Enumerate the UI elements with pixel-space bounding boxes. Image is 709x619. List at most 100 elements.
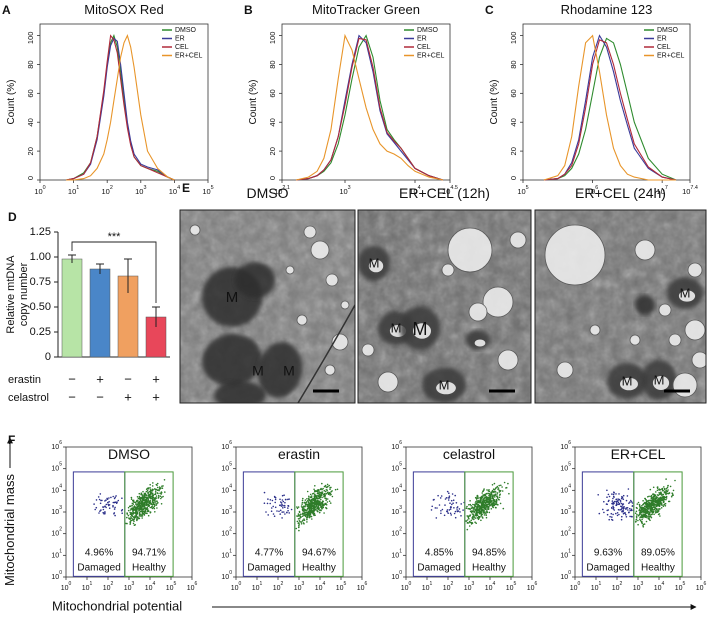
event-dot xyxy=(322,493,325,496)
event-dot xyxy=(662,499,664,501)
event-dot xyxy=(671,493,674,495)
event-dot xyxy=(474,504,476,507)
tick-label-exponent: 5 xyxy=(568,462,571,468)
event-dot xyxy=(143,502,145,505)
event-dot xyxy=(297,514,300,517)
event-dot xyxy=(311,509,313,512)
event-dot xyxy=(470,519,473,522)
event-dot xyxy=(448,492,450,495)
gate-percentage: 94.85% xyxy=(472,548,506,559)
event-dot xyxy=(314,508,317,510)
event-dot xyxy=(305,503,307,505)
tick-label-exponent: 7.4 xyxy=(690,185,698,191)
event-dot xyxy=(655,504,657,506)
event-dot xyxy=(654,507,657,510)
tick-label-exponent: 4.5 xyxy=(450,185,458,191)
event-dot xyxy=(131,518,134,520)
event-dot xyxy=(480,496,483,498)
tick-label: 101 xyxy=(82,581,93,592)
event-dot xyxy=(141,506,143,508)
event-dot xyxy=(149,506,152,509)
event-dot xyxy=(151,493,154,495)
event-dot xyxy=(618,498,621,501)
event-dot xyxy=(660,507,663,509)
mitochondrion-label: M xyxy=(413,319,428,339)
event-dot xyxy=(630,509,633,512)
tick-label-exponent: 4 xyxy=(418,185,421,191)
event-dot xyxy=(161,485,163,488)
tick-label: 107.4 xyxy=(682,185,698,196)
event-dot xyxy=(454,494,457,497)
event-dot xyxy=(474,502,477,504)
event-dot xyxy=(495,506,497,509)
tick-label: 105 xyxy=(675,581,686,592)
event-dot xyxy=(468,520,471,523)
event-dot xyxy=(136,518,138,521)
tick-label: 101 xyxy=(51,549,62,560)
event-dot xyxy=(287,498,289,501)
event-dot xyxy=(284,506,286,509)
event-dot xyxy=(654,512,657,514)
tick-label-base: 10 xyxy=(274,187,282,196)
tick-label-exponent: 1 xyxy=(429,581,432,587)
tick-label-base: 10 xyxy=(51,487,59,494)
tick-label-exponent: 0 xyxy=(43,185,46,191)
event-dot xyxy=(642,503,644,506)
vesicle xyxy=(672,372,698,398)
tick-label: 80 xyxy=(509,60,518,68)
event-dot xyxy=(644,497,646,500)
event-dot xyxy=(642,516,644,519)
vesicle xyxy=(189,224,201,236)
event-dot xyxy=(117,499,120,502)
tick-label-base: 10 xyxy=(675,585,683,592)
tick-label-base: 10 xyxy=(391,444,399,451)
tick-label: 103 xyxy=(124,581,135,592)
event-dot xyxy=(296,506,298,508)
tick-label: 100 xyxy=(26,32,35,45)
event-dot xyxy=(321,482,323,485)
event-dot xyxy=(665,489,667,492)
event-dot xyxy=(477,508,479,511)
event-dot xyxy=(146,506,148,509)
event-dot xyxy=(313,488,315,491)
event-dot xyxy=(619,509,621,511)
tick-label: 100 xyxy=(391,570,402,581)
tick-label: 104 xyxy=(145,581,156,592)
tick-label-base: 10 xyxy=(273,585,281,592)
tick-label-exponent: 1 xyxy=(598,581,601,587)
event-dot xyxy=(618,513,620,516)
tick-label: 101 xyxy=(560,549,571,560)
event-dot xyxy=(149,495,151,498)
event-dot xyxy=(645,510,647,512)
mitochondrion-label: M xyxy=(622,373,633,388)
event-dot xyxy=(483,497,486,499)
event-dot xyxy=(318,490,320,492)
event-dot xyxy=(142,508,145,510)
event-dot xyxy=(301,499,304,502)
event-dot xyxy=(136,516,138,518)
event-dot xyxy=(304,499,307,501)
event-dot xyxy=(481,504,483,507)
event-dot xyxy=(469,500,471,502)
event-dot xyxy=(448,509,451,511)
event-dot xyxy=(449,502,451,505)
event-dot xyxy=(140,515,142,518)
event-dot xyxy=(482,506,485,508)
event-dot xyxy=(331,490,333,492)
event-dot xyxy=(656,511,659,513)
event-dot xyxy=(487,497,489,499)
event-dot xyxy=(106,497,108,500)
event-dot xyxy=(639,518,641,520)
event-dot xyxy=(666,486,669,489)
event-dot xyxy=(452,499,455,502)
event-dot xyxy=(615,498,618,501)
plot-title: DMSO xyxy=(108,446,150,462)
event-dot xyxy=(488,490,491,493)
event-dot xyxy=(309,507,311,510)
event-dot xyxy=(663,503,666,506)
healthy-gate xyxy=(633,471,683,577)
image-title: DMSO xyxy=(247,185,289,201)
event-dot xyxy=(611,519,614,521)
event-dot xyxy=(641,518,643,521)
event-dot xyxy=(495,502,498,504)
